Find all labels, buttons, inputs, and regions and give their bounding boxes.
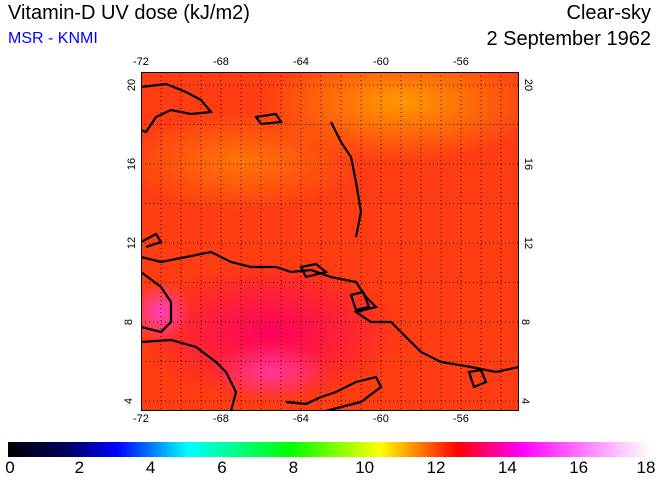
lon-tick-bottom: -64 <box>293 413 309 425</box>
colorbar-label: 8 <box>288 458 299 477</box>
date-label: 2 September 1962 <box>486 28 651 50</box>
lat-tick-left: 12 <box>126 236 139 250</box>
lon-tick-top: -72 <box>133 56 149 68</box>
source-label: MSR - KNMI <box>8 30 98 47</box>
lon-tick-bottom: -68 <box>213 413 229 425</box>
colorbar-label: 12 <box>426 458 446 477</box>
magenta-area <box>211 342 331 402</box>
lon-tick-bottom: -72 <box>133 413 149 425</box>
colorbar-label: 0 <box>5 458 15 477</box>
lon-tick-bottom: -60 <box>373 413 389 425</box>
lat-tick-right: 20 <box>522 78 535 92</box>
colorbar-label: 16 <box>569 458 589 477</box>
map-title: Vitamin-D UV dose (kJ/m2) <box>8 2 250 24</box>
lat-tick-left: 20 <box>126 78 139 92</box>
lat-tick-right: 12 <box>522 236 535 250</box>
condition-label: Clear-sky <box>566 2 651 24</box>
colorbar <box>8 442 650 457</box>
magenta-area <box>141 282 191 342</box>
lat-tick-left: 8 <box>123 318 136 326</box>
graticule <box>141 72 519 411</box>
colorbar-label: 4 <box>145 458 156 477</box>
coastlines <box>141 82 519 411</box>
colorbar-label: 10 <box>355 458 375 477</box>
lat-tick-left: 16 <box>126 157 139 171</box>
lat-tick-right: 4 <box>519 397 532 405</box>
lon-tick-bottom: -56 <box>453 413 469 425</box>
lon-tick-top: -68 <box>213 56 229 68</box>
orange-area <box>141 112 361 212</box>
colorbar-label: 6 <box>217 458 227 477</box>
uv-dose-map <box>141 72 519 411</box>
pink-area <box>141 262 401 402</box>
lat-tick-right: 8 <box>519 318 532 326</box>
map-frame <box>141 72 519 411</box>
colorbar-label: 14 <box>497 458 517 477</box>
colorbar-label: 2 <box>74 458 85 477</box>
lat-tick-left: 4 <box>123 397 136 405</box>
colorbar-label: 18 <box>636 458 656 477</box>
lon-tick-top: -64 <box>293 56 309 68</box>
lon-tick-top: -56 <box>453 56 469 68</box>
lat-tick-right: 16 <box>522 157 535 171</box>
lon-tick-top: -60 <box>373 56 389 68</box>
